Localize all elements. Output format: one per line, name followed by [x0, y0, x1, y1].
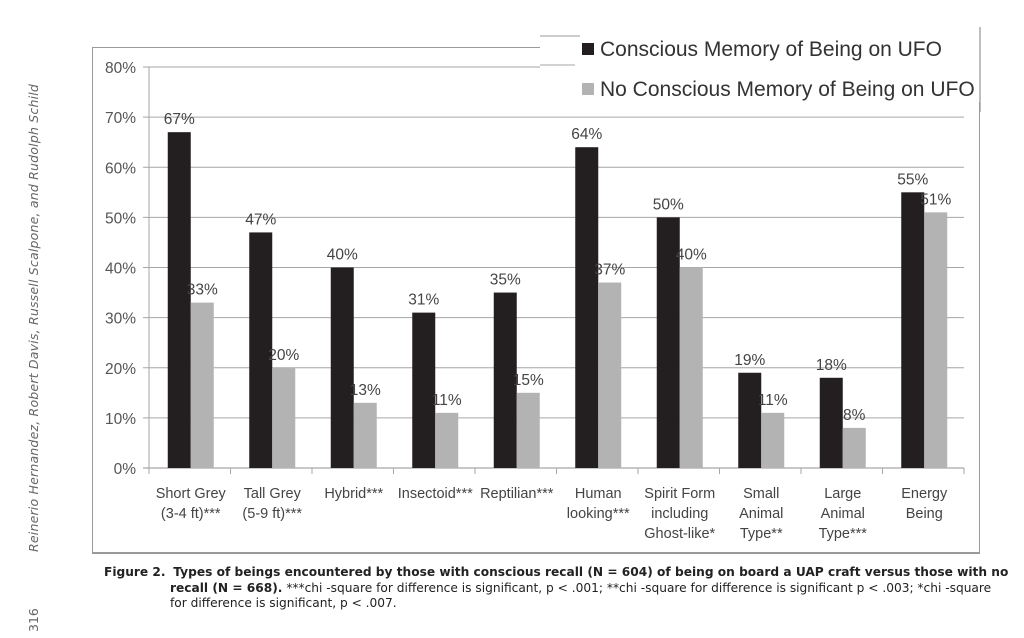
bar-no-conscious [842, 427, 866, 468]
legend-label: No Conscious Memory of Being on UFO [600, 78, 975, 101]
bar-conscious [819, 377, 843, 468]
data-label: 19% [734, 352, 765, 369]
bar-no-conscious [272, 367, 296, 468]
x-category-label: Reptilian*** [480, 486, 554, 502]
data-label: 15% [513, 372, 544, 389]
bar-no-conscious [353, 402, 377, 468]
x-category-label: Ghost-like* [644, 526, 715, 542]
x-category-label: (3-4 ft)*** [161, 506, 221, 522]
y-tick-label: 10% [105, 411, 136, 428]
bar-no-conscious [598, 282, 622, 468]
bar-no-conscious [924, 212, 948, 468]
page-number: 316 [26, 608, 41, 632]
caption-note-cont: for difference is significant, p < .007. [170, 596, 397, 610]
bar-conscious [493, 292, 517, 468]
data-label: 51% [920, 191, 951, 208]
x-category-label: including [651, 506, 708, 522]
x-category-label: Large [824, 486, 861, 502]
x-category-label: Hybrid*** [324, 486, 383, 502]
caption-title: Types of beings encountered by those wit… [173, 565, 1009, 579]
legend-swatch [582, 83, 594, 95]
y-tick-label: 20% [105, 361, 136, 378]
y-tick-label: 60% [105, 160, 136, 177]
x-category-label: Type** [740, 526, 783, 542]
x-category-label: Type*** [819, 526, 868, 542]
x-category-label: (5-9 ft)*** [242, 506, 302, 522]
x-category-label: Human [575, 486, 622, 502]
y-tick-label: 80% [105, 60, 136, 77]
bar-no-conscious [190, 302, 214, 468]
y-tick-label: 30% [105, 311, 136, 328]
data-label: 11% [758, 392, 788, 409]
figure-caption: Figure 2. Types of beings encountered by… [104, 565, 1008, 612]
legend-swatch [582, 43, 594, 55]
bar-conscious [249, 232, 273, 468]
x-category-label: Small [743, 486, 779, 502]
data-label: 11% [432, 392, 462, 409]
bar-chart: 0% 10% 20% 30% 40% 50% 60% 70% 80% 67% 47% 40% 31% 35… [105, 27, 981, 542]
data-label: 55% [897, 171, 928, 188]
bar-conscious [575, 147, 599, 468]
bar-conscious [656, 217, 680, 468]
data-label: 18% [816, 357, 847, 374]
x-category-label: Tall Grey [244, 486, 302, 502]
chart-frame [92, 47, 980, 554]
x-category-label: Spirit Form [644, 486, 715, 502]
data-label: 37% [594, 262, 625, 279]
bar-no-conscious [435, 412, 459, 468]
legend-label: Conscious Memory of Being on UFO [600, 38, 942, 61]
x-category-label: Short Grey [156, 486, 227, 502]
bar-conscious [330, 267, 354, 468]
data-label: 40% [327, 247, 358, 264]
caption-label: Figure 2. [104, 565, 166, 579]
caption-note: ***chi -square for difference is signifi… [286, 580, 992, 595]
bar-conscious [412, 312, 436, 468]
x-category-label: Energy [901, 486, 948, 502]
bar-no-conscious [679, 267, 703, 468]
y-tick-label: 0% [114, 461, 137, 478]
data-label: 33% [187, 282, 218, 299]
data-label: 13% [350, 382, 381, 399]
bar-no-conscious [516, 392, 540, 468]
bar-no-conscious [761, 412, 785, 468]
y-tick-label: 70% [105, 110, 136, 127]
x-category-label: Animal [739, 506, 783, 522]
data-label: 35% [490, 272, 521, 289]
bar-conscious [167, 132, 191, 468]
y-tick-label: 50% [105, 210, 136, 227]
data-label: 8% [843, 407, 866, 424]
data-label: 50% [653, 196, 684, 213]
bar-conscious [901, 192, 925, 468]
x-category-label: looking*** [567, 506, 630, 522]
data-label: 20% [268, 347, 299, 364]
y-tick-label: 40% [105, 261, 136, 278]
x-category-label: Insectoid*** [398, 486, 473, 502]
x-category-label: Being [906, 506, 943, 522]
bar-conscious [738, 372, 762, 468]
legend-background [540, 30, 980, 102]
data-label: 67% [164, 111, 195, 128]
caption-title-cont: recall (N = 668). [170, 580, 283, 595]
data-label: 47% [245, 211, 276, 228]
data-label: 40% [676, 247, 707, 264]
data-label: 31% [408, 292, 439, 309]
x-category-label: Animal [821, 506, 865, 522]
data-label: 64% [571, 126, 602, 143]
